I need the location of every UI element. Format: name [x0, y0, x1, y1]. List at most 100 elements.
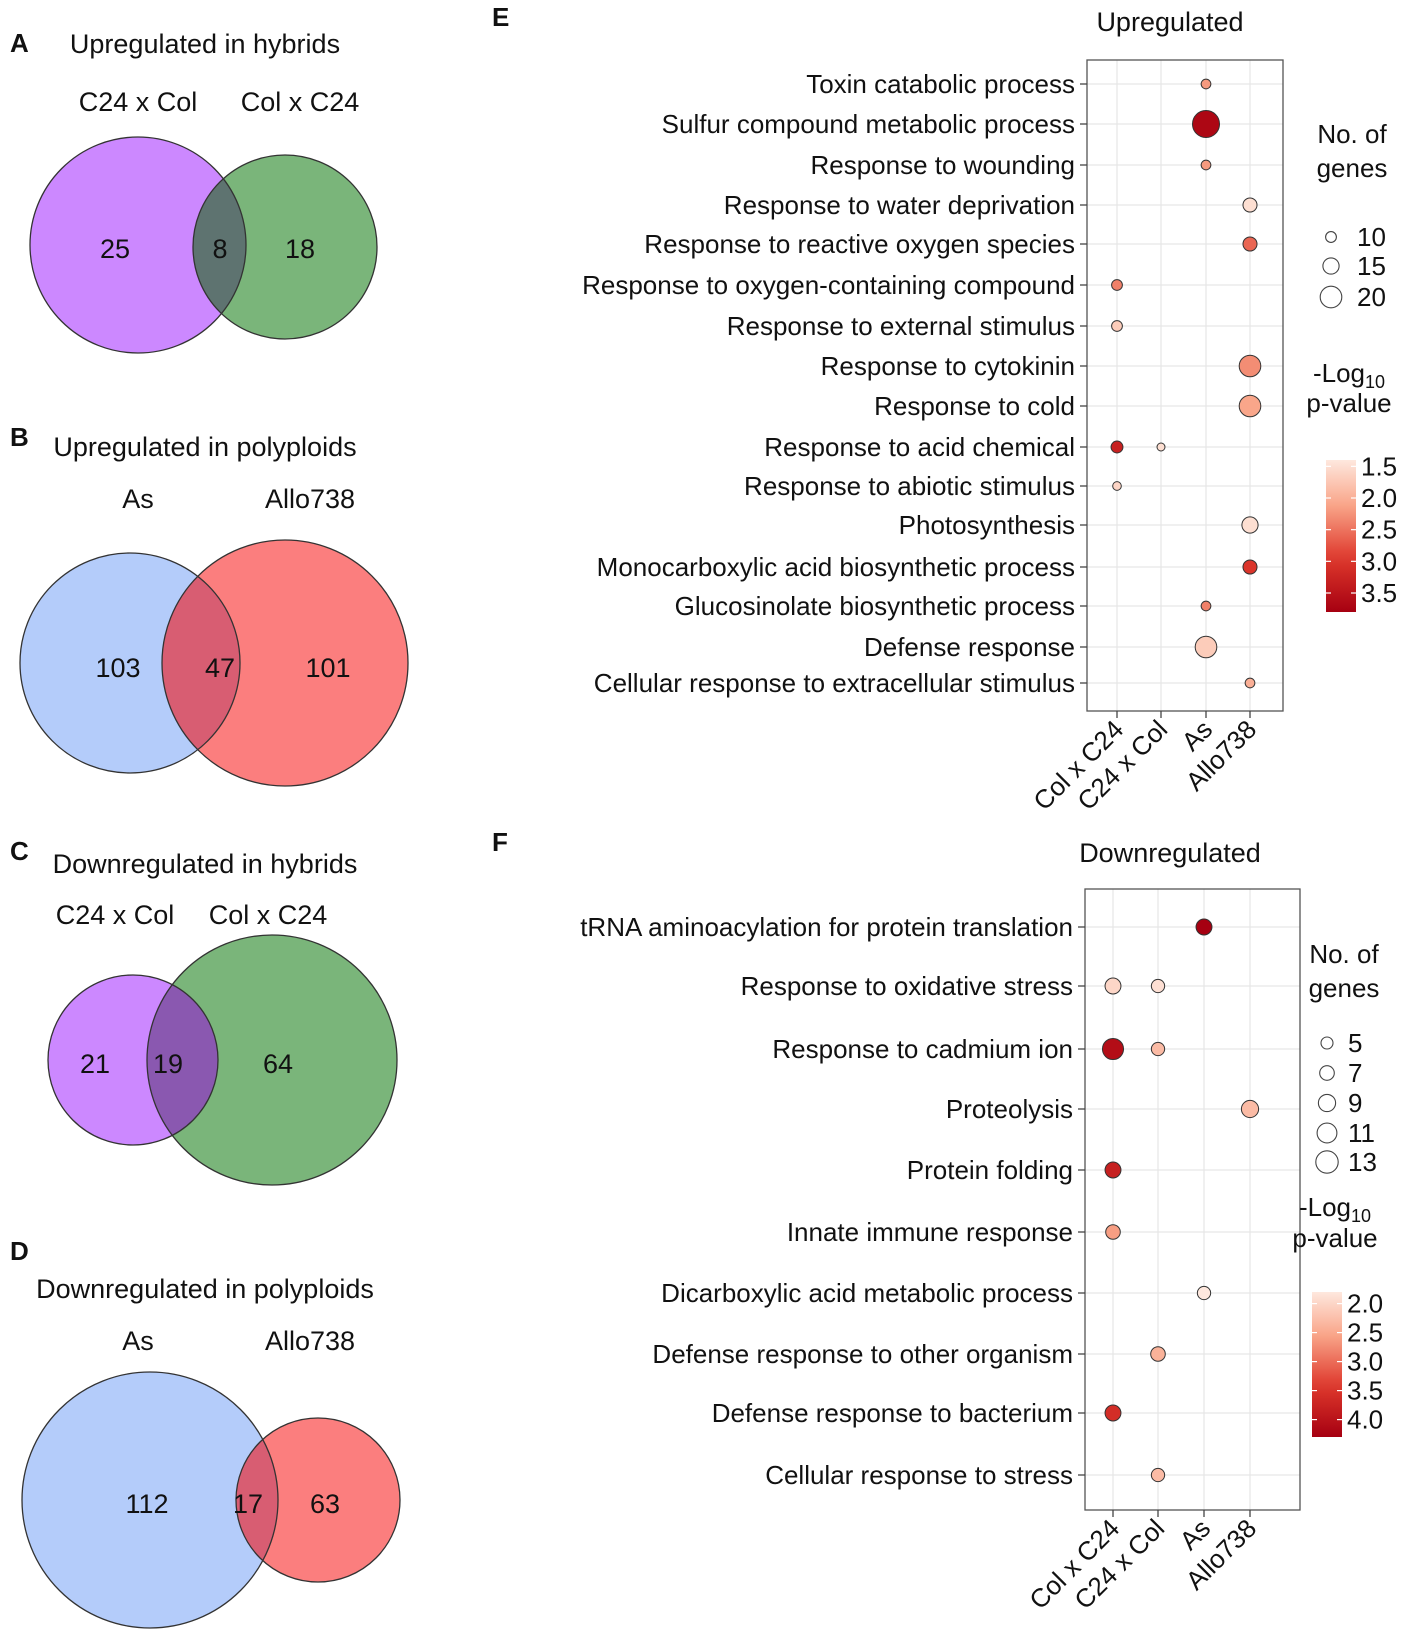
y-tick-label-response-to-oxidative-stress: Response to oxidative stress	[741, 971, 1073, 1001]
color-legend-label: 4.0	[1347, 1405, 1383, 1435]
venn-circle-c24-x-col	[30, 137, 246, 353]
venn-outline	[161, 539, 409, 787]
data-point-response-to-water-deprivation-allo738	[1242, 197, 1258, 213]
venn-outline	[47, 974, 219, 1146]
data-point-glucosinolate-biosynthetic-process-as	[1200, 600, 1212, 612]
venn-circle-col-x-c24	[147, 935, 397, 1185]
size-legend-key	[1319, 1065, 1335, 1081]
venn-title: Upregulated in polyploids	[53, 432, 356, 462]
panel-letter: A	[10, 28, 29, 58]
y-tick-label-response-to-cold: Response to cold	[874, 391, 1075, 421]
data-point-response-to-abiotic-stimulus-col-x-c24	[1112, 481, 1122, 491]
size-legend-title: genes	[1317, 153, 1388, 183]
data-point-response-to-cadmium-ion-c24-x-col	[1150, 1041, 1166, 1057]
data-point-defense-response-to-other-organism-c24-x-col	[1150, 1346, 1166, 1362]
panel-letter: B	[10, 422, 29, 452]
dotplot-panel-f: F Downregulated tRNA aminoacylation for pr…	[492, 827, 1383, 1615]
color-legend-bar	[1312, 1292, 1342, 1437]
size-legend-label: 5	[1348, 1028, 1362, 1058]
dotplot-title: Upregulated	[1096, 7, 1243, 37]
data-point-response-to-oxygen-containing-compound-col-x-c24	[1111, 279, 1123, 291]
data-point-response-to-cytokinin-allo738	[1238, 354, 1262, 378]
venn-title: Upregulated in hybrids	[70, 29, 340, 59]
venn-outline	[192, 154, 378, 340]
color-legend-label: 3.5	[1347, 1376, 1383, 1406]
dotplot-title: Downregulated	[1079, 838, 1261, 868]
venn-title: Downregulated in polyploids	[36, 1274, 374, 1304]
panel-letter: D	[10, 1236, 29, 1266]
data-point-response-to-external-stimulus-col-x-c24	[1111, 320, 1123, 332]
size-legend-label: 11	[1348, 1118, 1375, 1148]
y-tick-label-response-to-cytokinin: Response to cytokinin	[821, 351, 1075, 381]
data-point-response-to-cold-allo738	[1238, 394, 1262, 418]
data-point-cellular-response-to-extracellular-stimulus-allo738	[1244, 677, 1256, 689]
data-point-response-to-reactive-oxygen-species-allo738	[1242, 236, 1258, 252]
venn-outline	[19, 552, 241, 774]
venn-set-label-allo738: Allo738	[265, 1326, 355, 1356]
dotplot-panel-e: E Upregulated Toxin catabolic process Sulfu…	[492, 2, 1397, 816]
venn-count-col-x-c24: 64	[263, 1049, 293, 1079]
y-tick-label-response-to-reactive-oxygen-species: Response to reactive oxygen species	[644, 229, 1075, 259]
color-legend-title: -Log10	[1313, 358, 1385, 392]
y-tick-label-response-to-cadmium-ion: Response to cadmium ion	[772, 1034, 1073, 1064]
data-point-photosynthesis-allo738	[1241, 516, 1259, 534]
y-tick-label-trna-aminoacylation-for-protein-translation: tRNA aminoacylation for protein translat…	[580, 912, 1073, 942]
y-tick-label-dicarboxylic-acid-metabolic-process: Dicarboxylic acid metabolic process	[661, 1278, 1073, 1308]
plot-area	[1085, 889, 1300, 1510]
y-tick-label-response-to-oxygen-containing-compound: Response to oxygen-containing compound	[582, 270, 1075, 300]
size-legend-key	[1317, 1093, 1337, 1113]
venn-outline	[146, 934, 398, 1186]
size-legend-key	[1320, 1036, 1334, 1050]
plot-border	[1084, 888, 1301, 1511]
y-tick-label-response-to-water-deprivation: Response to water deprivation	[724, 190, 1075, 220]
color-legend-label: 2.0	[1347, 1289, 1383, 1319]
y-tick-label-sulfur-compound-metabolic-process: Sulfur compound metabolic process	[662, 109, 1075, 139]
data-point-defense-response-to-bacterium-col-x-c24	[1104, 1404, 1122, 1422]
y-tick-label-glucosinolate-biosynthetic-process: Glucosinolate biosynthetic process	[675, 591, 1075, 621]
venn-panel-b: B Upregulated in polyploids As Allo738 103 47…	[10, 422, 409, 787]
data-point-defense-response-as	[1194, 635, 1218, 659]
size-legend-label: 20	[1357, 282, 1386, 312]
venn-outline	[29, 136, 247, 354]
data-point-response-to-cadmium-ion-col-x-c24	[1101, 1037, 1125, 1061]
venn-count-col-x-c24: 18	[285, 234, 315, 264]
data-point-sulfur-compound-metabolic-process-as	[1192, 110, 1220, 138]
venn-count-allo738: 101	[305, 653, 350, 683]
y-tick-label-protein-folding: Protein folding	[907, 1155, 1073, 1185]
size-legend-label: 13	[1348, 1147, 1377, 1177]
panel-letter: C	[10, 836, 29, 866]
data-point-dicarboxylic-acid-metabolic-process-as	[1196, 1285, 1212, 1301]
data-point-monocarboxylic-acid-biosynthetic-process-allo738	[1242, 559, 1258, 575]
plot-border	[1086, 59, 1284, 712]
venn-outline	[21, 1371, 279, 1629]
color-legend-bar	[1326, 460, 1356, 612]
venn-count-c24-x-col: 25	[100, 234, 130, 264]
y-tick-label-innate-immune-response: Innate immune response	[787, 1217, 1073, 1247]
size-legend-label: 9	[1348, 1088, 1362, 1118]
size-legend-label: 7	[1348, 1058, 1362, 1088]
color-legend-label: 2.5	[1361, 515, 1397, 545]
data-point-cellular-response-to-stress-c24-x-col	[1150, 1467, 1166, 1483]
data-point-protein-folding-col-x-c24	[1104, 1161, 1122, 1179]
venn-set-label-as: As	[122, 484, 154, 514]
venn-set-label-as: As	[122, 1326, 154, 1356]
venn-panel-c: C Downregulated in hybrids C24 x Col Col x …	[10, 836, 398, 1186]
y-tick-label-response-to-acid-chemical: Response to acid chemical	[764, 432, 1075, 462]
venn-panel-a: A Upregulated in hybrids C24 x Col Col x C2…	[10, 28, 378, 354]
venn-count-allo738: 63	[310, 1489, 340, 1519]
size-legend-title: genes	[1309, 973, 1380, 1003]
venn-set-label-col-x-c24: Col x C24	[241, 87, 360, 117]
y-tick-label-defense-response-to-other-organism: Defense response to other organism	[652, 1339, 1073, 1369]
venn-circle-as	[22, 1372, 278, 1628]
venn-overlap-region	[162, 553, 240, 773]
venn-overlap-region	[147, 975, 218, 1145]
venn-count-c24-x-col: 21	[80, 1049, 110, 1079]
color-legend-label: 2.0	[1361, 483, 1397, 513]
venn-count-overlap: 19	[153, 1049, 183, 1079]
venn-count-overlap: 17	[233, 1489, 263, 1519]
color-legend-label: 2.5	[1347, 1318, 1383, 1348]
y-tick-label-cellular-response-to-stress: Cellular response to stress	[765, 1460, 1073, 1490]
size-legend-key	[1315, 1150, 1339, 1174]
